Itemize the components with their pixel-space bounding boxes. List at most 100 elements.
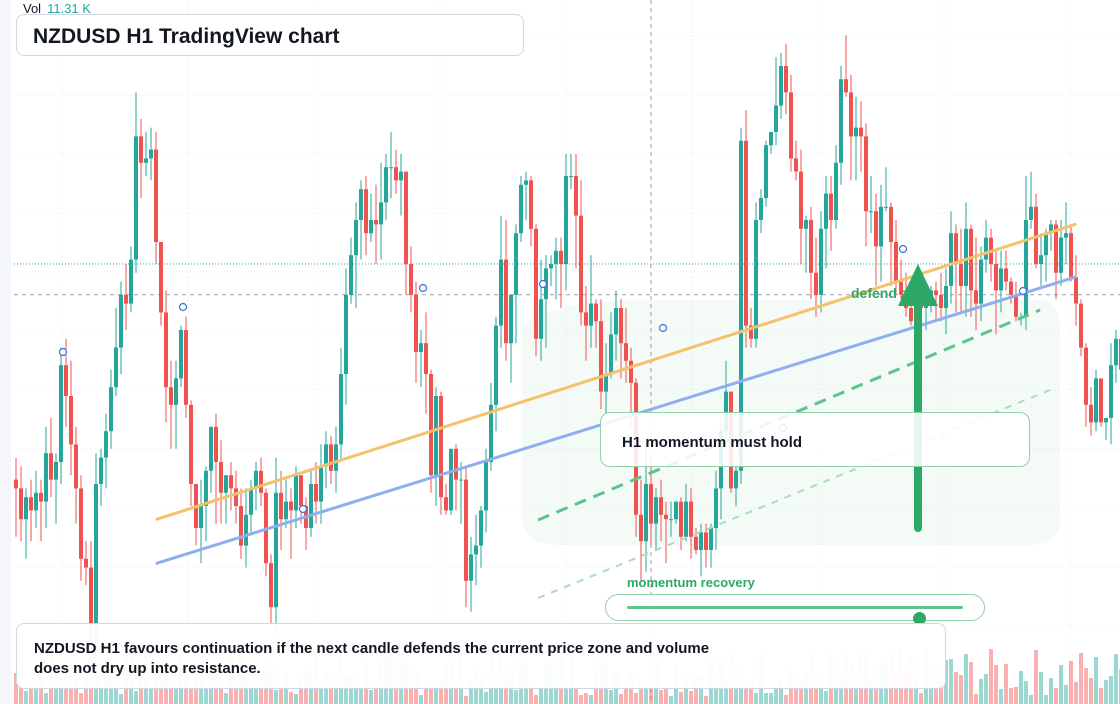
candle-body [764, 145, 768, 198]
candle-body [1099, 378, 1103, 423]
volume-bar [969, 662, 973, 704]
summary-box: NZDUSD H1 favours continuation if the ne… [16, 623, 946, 689]
candle-body [154, 149, 158, 242]
trendline-anchor-marker[interactable] [178, 302, 188, 312]
candle-body [494, 325, 498, 405]
volume-bar [1089, 678, 1093, 704]
volume-bar [869, 677, 873, 704]
slider-track[interactable] [627, 606, 963, 625]
candle-body [414, 294, 418, 352]
candle-body [229, 475, 233, 489]
candle-body [754, 220, 758, 339]
momentum-recovery-slider[interactable] [605, 594, 985, 625]
volume-bar [59, 677, 63, 704]
candle-body [734, 470, 738, 489]
volume-bar [1034, 650, 1038, 704]
volume-bar [464, 696, 468, 704]
candle-body [124, 294, 128, 304]
candle-body [1069, 233, 1073, 278]
volume-bar [139, 675, 143, 704]
candle-body [274, 492, 278, 608]
candle-body [164, 312, 168, 388]
summary-text: NZDUSD H1 favours continuation if the ne… [34, 640, 710, 677]
volume-bar [1044, 695, 1048, 704]
volume-bar [529, 684, 533, 704]
candle-body [1109, 365, 1113, 418]
candle-body [84, 558, 88, 568]
candle-body [604, 374, 608, 392]
candle-body [64, 365, 68, 396]
candle-body [569, 176, 573, 177]
candle-body [1049, 224, 1053, 234]
candle-body [424, 343, 428, 374]
candle-body [244, 514, 248, 546]
candle-body [749, 325, 753, 339]
volume-bar [354, 684, 358, 704]
trendline-anchor-marker[interactable] [658, 323, 668, 333]
candle-body [99, 457, 103, 484]
candle-body [859, 127, 863, 137]
trendline-anchor-marker[interactable] [898, 244, 908, 254]
trendline-anchor-marker[interactable] [418, 283, 428, 293]
candle-body [334, 444, 338, 471]
volume-bar [439, 678, 443, 704]
candle-body [834, 162, 838, 220]
volume-bar [274, 690, 278, 704]
candle-body [644, 484, 648, 542]
trendline-anchor-marker[interactable] [298, 504, 308, 514]
volume-bar [1069, 661, 1073, 704]
trendline-anchor-marker[interactable] [1018, 286, 1028, 296]
candle-body [794, 158, 798, 172]
candle-body [419, 343, 423, 352]
candle-body [104, 431, 108, 458]
volume-bar [724, 680, 728, 704]
volume-bar [919, 693, 923, 704]
candle-body [674, 501, 678, 520]
candle-body [74, 444, 78, 489]
candle-body [89, 567, 93, 652]
candle-body [24, 497, 28, 520]
trendline-anchor-marker[interactable] [58, 347, 68, 357]
candle-body [54, 462, 58, 480]
volume-bar [664, 689, 668, 704]
candle-body [49, 453, 53, 480]
slider-thumb[interactable] [913, 612, 927, 625]
volume-bar [819, 676, 823, 704]
trendline-anchor-marker[interactable] [538, 279, 548, 289]
volume-bar [419, 695, 423, 704]
volume-bar [24, 691, 28, 704]
volume-bar [939, 678, 943, 704]
candle-body [1084, 347, 1088, 405]
candle-body [434, 396, 438, 476]
candle-body [119, 294, 123, 348]
candle-body [804, 220, 808, 229]
volume-bar [189, 685, 193, 704]
volume-bar [1059, 665, 1063, 704]
candle-body [784, 66, 788, 93]
momentum-projection-line[interactable] [537, 308, 1041, 522]
candle-body [949, 233, 953, 286]
momentum-callout: H1 momentum must hold [600, 412, 1030, 467]
candle-body [319, 466, 323, 502]
momentum-callout-text: H1 momentum must hold [622, 434, 803, 451]
candle-body [799, 171, 803, 229]
candle-body [509, 294, 513, 344]
volume-bar [704, 696, 708, 704]
volume-bar [29, 685, 33, 704]
volume-bar [199, 681, 203, 704]
candle-body [864, 136, 868, 212]
candle-body [169, 387, 173, 405]
candle-body [654, 497, 658, 524]
candle-body [514, 233, 518, 295]
candle-body [564, 176, 568, 264]
volume-bar [434, 686, 438, 704]
candle-body [324, 444, 328, 467]
candle-body [474, 545, 478, 555]
candle-body [429, 374, 433, 476]
volume-bar [944, 660, 948, 704]
volume-bar [1099, 688, 1103, 704]
candle-body [504, 259, 508, 344]
volume-bar [64, 683, 68, 704]
volume-bar [1104, 680, 1108, 704]
